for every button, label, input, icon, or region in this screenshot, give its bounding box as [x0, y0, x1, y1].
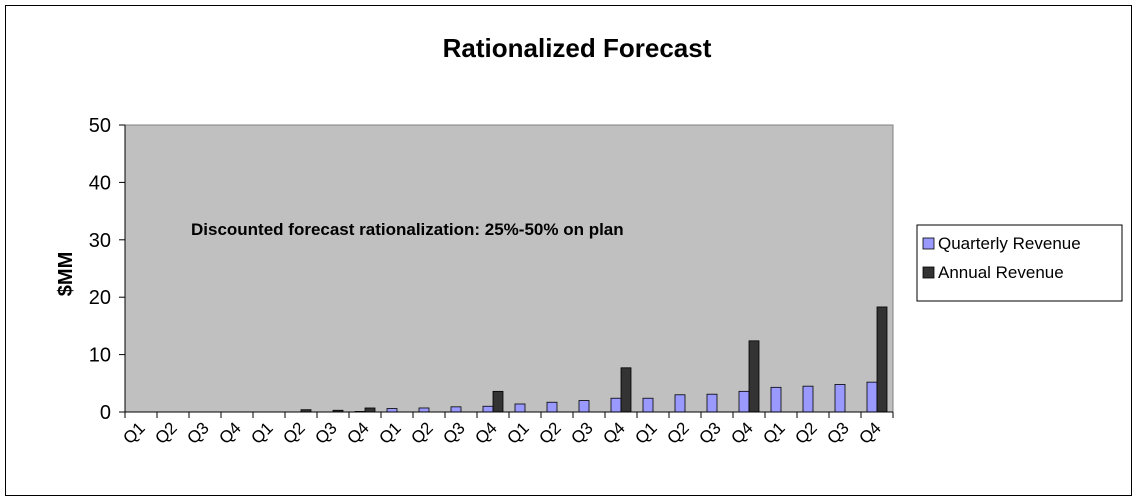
y-tick-label: 40	[89, 172, 111, 194]
x-tick-label: Q4	[599, 418, 628, 447]
x-tick-label: Q2	[407, 418, 436, 447]
x-tick-label: Q3	[183, 418, 212, 447]
bar-quarterly	[386, 408, 398, 413]
x-tick-label: Q4	[855, 418, 884, 447]
bar-quarterly	[450, 406, 462, 413]
x-tick-label: Q2	[151, 418, 180, 447]
bar-annual	[620, 367, 632, 413]
x-tick-label: Q1	[631, 418, 660, 447]
x-tick-label: Q4	[215, 418, 244, 447]
bar-quarterly	[866, 381, 878, 413]
legend-label: Quarterly Revenue	[938, 234, 1081, 253]
y-tick-label: 20	[89, 287, 111, 309]
legend-swatch	[922, 266, 935, 279]
x-tick-label: Q2	[535, 418, 564, 447]
x-tick-label: Q3	[567, 418, 596, 447]
bar-quarterly	[770, 386, 782, 413]
bar-annual	[364, 407, 376, 413]
chart-title: Rationalized Forecast	[443, 33, 712, 63]
legend-label: Annual Revenue	[938, 263, 1064, 282]
x-tick-label: Q1	[759, 418, 788, 447]
chart-frame: Rationalized Forecast $MM 0 10 20 30 40 50 Q1 Q…	[5, 5, 1132, 496]
y-tick-label: 50	[89, 115, 111, 137]
x-tick-label: Q2	[663, 418, 692, 447]
bar-quarterly	[546, 401, 558, 413]
bar-quarterly	[802, 385, 814, 413]
y-tick-label: 0	[100, 402, 111, 424]
bar-annual	[748, 340, 760, 413]
x-tick-label: Q4	[727, 418, 756, 447]
bar-quarterly	[834, 384, 846, 413]
bar-quarterly	[514, 403, 526, 413]
bar-quarterly	[674, 394, 686, 413]
x-tick-label: Q2	[791, 418, 820, 447]
x-tick-label: Q1	[247, 418, 276, 447]
bar-quarterly	[578, 400, 590, 413]
bar-annual	[492, 390, 504, 413]
x-tick-label: Q4	[471, 418, 500, 447]
bar-quarterly	[418, 407, 430, 413]
x-tick-label: Q1	[119, 418, 148, 447]
y-axis-label: $MM	[55, 252, 77, 296]
x-tick-label: Q3	[311, 418, 340, 447]
x-tick-label: Q1	[503, 418, 532, 447]
y-tick-label: 10	[89, 345, 111, 367]
legend-swatch	[922, 237, 935, 250]
x-tick-label: Q2	[279, 418, 308, 447]
chart-annotation: Discounted forecast rationalization: 25%…	[191, 220, 624, 239]
x-tick-label: Q3	[439, 418, 468, 447]
bar-quarterly	[642, 397, 654, 413]
x-tick-label: Q3	[695, 418, 724, 447]
bar-quarterly	[610, 397, 622, 413]
plot-background	[124, 124, 894, 413]
bar-quarterly	[706, 393, 718, 413]
x-tick-label: Q1	[375, 418, 404, 447]
bar-quarterly	[482, 405, 494, 413]
legend-box	[916, 224, 1123, 302]
legend: Quarterly Revenue Annual Revenue	[916, 224, 1123, 302]
x-tick-label: Q3	[823, 418, 852, 447]
bar-annual	[876, 306, 888, 413]
x-tick-label: Q4	[343, 418, 372, 447]
y-tick-label: 30	[89, 230, 111, 252]
bar-quarterly	[738, 390, 750, 413]
